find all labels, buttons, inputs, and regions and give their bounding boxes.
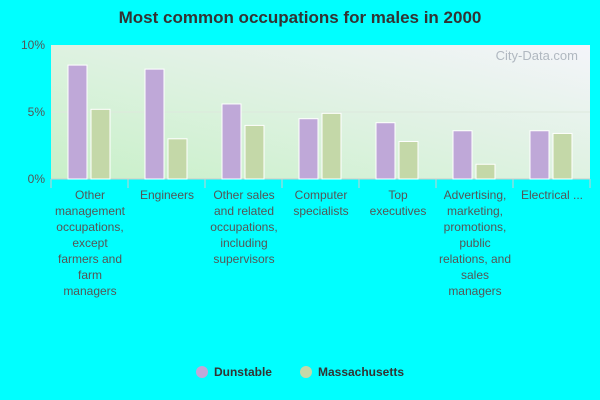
bar-massachusetts-2[interactable] bbox=[244, 124, 265, 180]
legend-swatch bbox=[299, 366, 312, 378]
x-tick-label: Advertising, marketing, promotions, publ… bbox=[438, 188, 512, 298]
bar-massachusetts-4[interactable] bbox=[398, 140, 419, 180]
x-tick-label: Top executives bbox=[369, 188, 427, 218]
x-tick-label: Computer specialists bbox=[293, 188, 349, 218]
bar-dunstable-1[interactable] bbox=[144, 68, 165, 180]
bar-massachusetts-0[interactable] bbox=[90, 108, 111, 180]
chart-title: Most common occupations for males in 200… bbox=[118, 8, 482, 27]
bar-dunstable-5[interactable] bbox=[452, 130, 473, 180]
bar-dunstable-2[interactable] bbox=[221, 103, 242, 180]
bar-massachusetts-1[interactable] bbox=[167, 138, 188, 180]
legend: Dunstable Massachusetts bbox=[0, 365, 600, 381]
bar-massachusetts-6[interactable] bbox=[552, 132, 573, 180]
x-tick-label: Electrical ... bbox=[520, 188, 583, 202]
x-tick-label: Other management occupations, except far… bbox=[54, 188, 126, 298]
legend-swatch bbox=[195, 366, 208, 378]
legend-label: Massachusetts bbox=[317, 365, 405, 379]
y-tick-label: 0% bbox=[28, 172, 46, 186]
bar-dunstable-6[interactable] bbox=[529, 130, 550, 180]
legend-item-dunstable[interactable]: Dunstable bbox=[195, 365, 272, 379]
bar-massachusetts-5[interactable] bbox=[475, 163, 496, 180]
bar-massachusetts-3[interactable] bbox=[321, 112, 342, 180]
bar-dunstable-3[interactable] bbox=[298, 118, 319, 180]
legend-label: Dunstable bbox=[213, 365, 272, 379]
legend-item-massachusetts[interactable]: Massachusetts bbox=[299, 365, 405, 379]
y-tick-label: 5% bbox=[28, 105, 46, 119]
watermark: City-Data.com bbox=[496, 48, 578, 63]
bar-dunstable-4[interactable] bbox=[375, 122, 396, 180]
bar-dunstable-0[interactable] bbox=[67, 64, 88, 180]
x-tick-label: Other sales and related occupations, inc… bbox=[210, 188, 278, 266]
x-tick-label: Engineers bbox=[139, 188, 195, 202]
y-tick-label: 10% bbox=[21, 38, 45, 52]
